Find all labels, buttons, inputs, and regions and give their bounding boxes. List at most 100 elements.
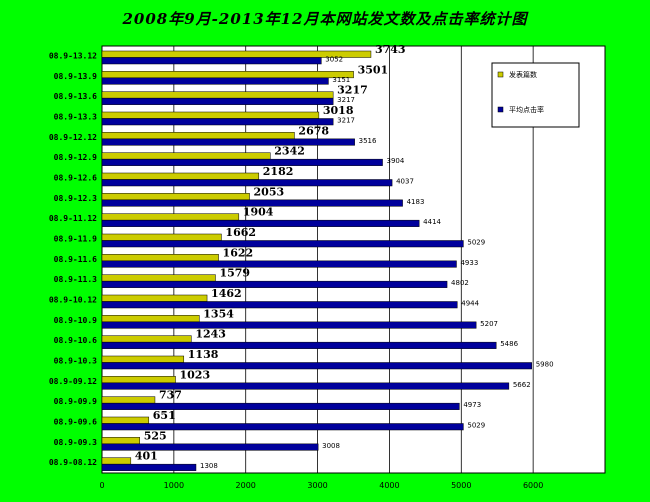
data-label-articles: 2342 (274, 145, 305, 158)
data-label-articles: 1354 (203, 307, 234, 320)
x-tick-label: 5000 (451, 481, 471, 490)
bar-articles (101, 152, 271, 160)
x-tick-label: 1000 (164, 481, 184, 490)
bar-articles (101, 376, 176, 384)
data-label-clickrate: 4933 (460, 259, 478, 267)
data-label-clickrate: 5486 (500, 340, 518, 348)
category-label: 08.9-11.6 (54, 255, 98, 264)
category-label: 08.9-08.12 (49, 458, 97, 467)
data-label-articles: 1462 (211, 287, 242, 300)
data-label-articles: 3217 (337, 84, 368, 97)
bar-clickrate (101, 423, 464, 431)
data-label-clickrate: 4944 (461, 300, 479, 308)
data-label-articles: 3018 (323, 104, 354, 117)
category-label: 08.9-09.6 (54, 418, 98, 427)
bar-clickrate (101, 219, 420, 227)
data-label-clickrate: 4037 (396, 178, 414, 186)
bar-articles (101, 71, 354, 79)
category-label: 08.9-09.12 (49, 377, 97, 386)
bar-articles (101, 254, 219, 262)
data-label-articles: 3743 (375, 43, 406, 56)
bar-articles (101, 274, 216, 282)
data-label-clickrate: 4183 (407, 198, 425, 206)
bar-clickrate (101, 57, 322, 65)
category-label: 08.9-12.6 (54, 174, 98, 183)
bar-articles (101, 396, 156, 404)
bar-articles (101, 213, 240, 221)
bar-articles (101, 437, 140, 445)
bar-clickrate (101, 158, 383, 166)
bar-articles (101, 355, 185, 363)
data-label-clickrate: 3516 (359, 137, 377, 145)
category-label: 08.9-13.12 (49, 52, 97, 61)
chart-title: 2008年9月-2013年12月本网站发文数及点击率统计图 (122, 10, 528, 28)
data-label-articles: 737 (159, 389, 182, 402)
bar-articles (101, 193, 250, 201)
data-label-clickrate: 4802 (451, 279, 469, 287)
legend-label: 发表篇数 (509, 70, 537, 79)
bar-clickrate (101, 362, 532, 370)
category-label: 08.9-13.3 (54, 113, 98, 122)
category-label: 08.9-12.9 (54, 153, 98, 162)
data-label-articles: 1243 (195, 328, 226, 341)
category-label: 08.9-11.12 (49, 214, 97, 223)
data-label-articles: 1662 (225, 226, 256, 239)
data-label-clickrate: 5029 (467, 422, 485, 430)
bar-articles (101, 335, 192, 343)
category-label: 08.9-10.9 (54, 316, 98, 325)
data-label-articles: 1579 (219, 267, 250, 280)
bar-clickrate (101, 280, 448, 288)
data-label-clickrate: 1308 (200, 462, 218, 470)
data-label-clickrate: 3217 (337, 117, 355, 125)
x-tick-label: 2000 (236, 481, 256, 490)
bar-clickrate (101, 443, 319, 451)
data-label-clickrate: 3217 (337, 96, 355, 104)
x-tick-label: 0 (99, 481, 104, 490)
data-label-articles: 1622 (223, 246, 254, 259)
category-label: 08.9-13.6 (54, 92, 98, 101)
data-label-clickrate: 3904 (387, 157, 405, 165)
bar-articles (101, 172, 260, 180)
bar-articles (101, 111, 320, 119)
bar-articles (101, 457, 132, 465)
bar-clickrate (101, 97, 334, 105)
data-label-clickrate: 4414 (423, 218, 441, 226)
bar-clickrate (101, 260, 457, 268)
data-label-articles: 651 (153, 409, 176, 422)
bar-clickrate (101, 321, 477, 329)
bar-articles (101, 315, 200, 323)
data-label-articles: 525 (144, 429, 167, 442)
bar-clickrate (101, 179, 393, 187)
bar-clickrate (101, 382, 510, 390)
category-label: 08.9-09.3 (54, 438, 98, 447)
data-label-articles: 2053 (254, 185, 285, 198)
data-label-articles: 1023 (180, 368, 211, 381)
category-label: 08.9-12.3 (54, 194, 98, 203)
legend-box (491, 62, 580, 128)
bar-clickrate (101, 118, 334, 126)
bar-articles (101, 294, 208, 302)
data-label-clickrate: 3151 (332, 76, 350, 84)
category-label: 08.9-10.12 (49, 296, 97, 305)
bar-clickrate (101, 199, 403, 207)
category-label: 08.9-09.9 (54, 397, 98, 406)
data-label-clickrate: 4973 (463, 401, 481, 409)
data-label-articles: 1138 (188, 348, 219, 361)
bar-articles (101, 91, 334, 99)
legend-swatch (497, 71, 504, 78)
category-label: 08.9-10.6 (54, 336, 98, 345)
data-label-clickrate: 5662 (513, 381, 531, 389)
data-label-articles: 1904 (243, 206, 274, 219)
data-label-articles: 401 (135, 450, 158, 463)
x-tick-label: 4000 (379, 481, 399, 490)
data-label-articles: 3501 (358, 63, 389, 76)
bar-clickrate (101, 341, 497, 349)
bar-articles (101, 416, 150, 424)
bar-clickrate (101, 301, 458, 309)
category-label: 08.9-11.3 (54, 275, 98, 284)
bar-clickrate (101, 402, 460, 410)
bar-clickrate (101, 138, 355, 146)
bar-clickrate (101, 463, 197, 471)
bar-clickrate (101, 240, 464, 248)
